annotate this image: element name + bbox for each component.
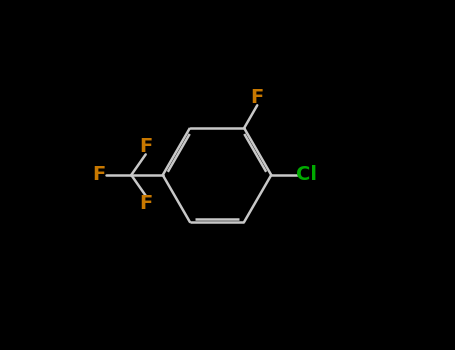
- Text: F: F: [139, 137, 152, 156]
- Text: F: F: [251, 88, 264, 107]
- Text: F: F: [92, 166, 106, 184]
- Text: F: F: [139, 194, 152, 213]
- Text: Cl: Cl: [296, 166, 317, 184]
